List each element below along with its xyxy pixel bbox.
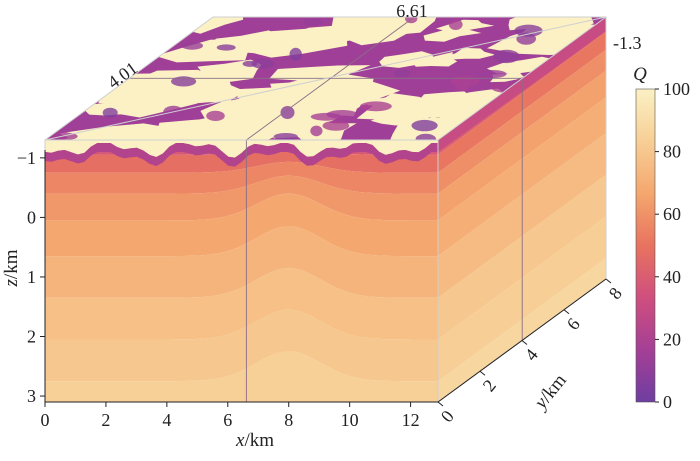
top-dark-patch (102, 107, 118, 118)
colorbar-tick-label: 60 (663, 204, 681, 224)
x-tick-label: 0 (41, 410, 50, 430)
slice-label-y: 6.61 (396, 1, 428, 21)
z-tick-label: 3 (27, 386, 36, 406)
top-patch (423, 28, 482, 42)
x-axis-title: x/km (235, 430, 274, 451)
top-patch (156, 118, 228, 138)
top-dark-patch (251, 58, 275, 69)
z-tick-label: −1 (17, 148, 36, 168)
colorbar-tick-label: 20 (663, 329, 681, 349)
front-layer-6 (45, 268, 438, 340)
top-patch (283, 21, 410, 48)
y-tick-label: 6 (563, 314, 584, 334)
front-surface-low (45, 143, 438, 167)
y-tick-label: 0 (437, 406, 458, 426)
front-layer-4 (45, 193, 438, 257)
top-dark-patch (171, 76, 197, 87)
y-tick-label: 8 (605, 283, 626, 303)
x-tick-label: 2 (101, 410, 110, 430)
top-dark-patch (216, 44, 236, 51)
top-dark-patch (448, 19, 463, 30)
colorbar-tick-label: 40 (663, 267, 681, 287)
colorbar-tick-label: 0 (663, 392, 672, 412)
z-tick-label: 0 (27, 207, 36, 227)
top-patch (413, 52, 458, 67)
top-dark-patch (181, 41, 204, 50)
top-dark-patch (405, 17, 418, 24)
top-dark-patch (289, 47, 302, 61)
front-surface-crust (45, 140, 438, 158)
slice-label-z: -1.3 (613, 33, 642, 53)
front-face (45, 140, 438, 402)
top-dark-patch (242, 60, 258, 67)
front-layer-2 (45, 161, 438, 194)
x-axis: 0 2 4 6 8 10 12 (41, 401, 438, 430)
top-dark-patch (326, 110, 359, 119)
y-axis-title: y/km (529, 370, 571, 414)
top-dark-patch (493, 49, 520, 64)
top-patch (356, 93, 456, 121)
top-dark-patch (415, 133, 436, 140)
colorbar-title: Q (633, 64, 647, 85)
top-dark-patch (450, 75, 479, 87)
top-dark-patch (206, 110, 225, 121)
top-patch (186, 88, 251, 104)
top-patch (436, 19, 495, 32)
z-tick-label: 2 (27, 327, 36, 347)
front-layer-7 (45, 309, 438, 382)
slice-lines (129, 16, 523, 402)
y-tick-mark (479, 370, 486, 376)
top-patch (428, 113, 484, 125)
y-tick-mark (437, 401, 444, 407)
top-dark-patch (477, 70, 507, 78)
colorbar-tick-label: 80 (663, 142, 681, 162)
top-dark-patch (411, 119, 438, 132)
top-dark-patch (514, 24, 543, 37)
top-patch (94, 90, 201, 118)
y-tick-mark (563, 309, 570, 315)
z-tick-label: 1 (27, 267, 36, 287)
x-tick-label: 12 (402, 410, 420, 430)
front-layer-5 (45, 226, 438, 298)
front-layer-8 (45, 351, 438, 402)
top-edge (44, 16, 607, 141)
top-dark-patch (280, 106, 295, 119)
top-patch (490, 71, 524, 83)
top-dark-patch (302, 18, 324, 26)
top-dark-patch (360, 101, 392, 112)
y-tick-label: 4 (521, 345, 542, 365)
z-axis: −1 0 1 2 3 (17, 148, 46, 406)
x-tick-label: 4 (162, 410, 171, 430)
x-tick-label: 6 (223, 410, 232, 430)
top-dark-patch (310, 125, 323, 137)
front-layer-3 (45, 175, 438, 221)
y-tick-mark (521, 340, 528, 345)
y-tick-label: 2 (479, 376, 500, 396)
colorbar-gradient (635, 88, 656, 403)
colorbar: Q 0 20 40 60 80 100 (633, 64, 690, 412)
top-dark-patch (393, 69, 411, 78)
y-tick-mark (605, 278, 612, 284)
top-patch (262, 74, 374, 105)
top-patch (445, 47, 496, 60)
z-axis-title: z/km (1, 249, 22, 287)
top-dark-patch (322, 120, 350, 131)
top-dark-patch (273, 133, 298, 140)
colorbar-tick-label: 100 (663, 79, 690, 99)
x-tick-label: 8 (284, 410, 293, 430)
x-tick-label: 10 (341, 410, 359, 430)
